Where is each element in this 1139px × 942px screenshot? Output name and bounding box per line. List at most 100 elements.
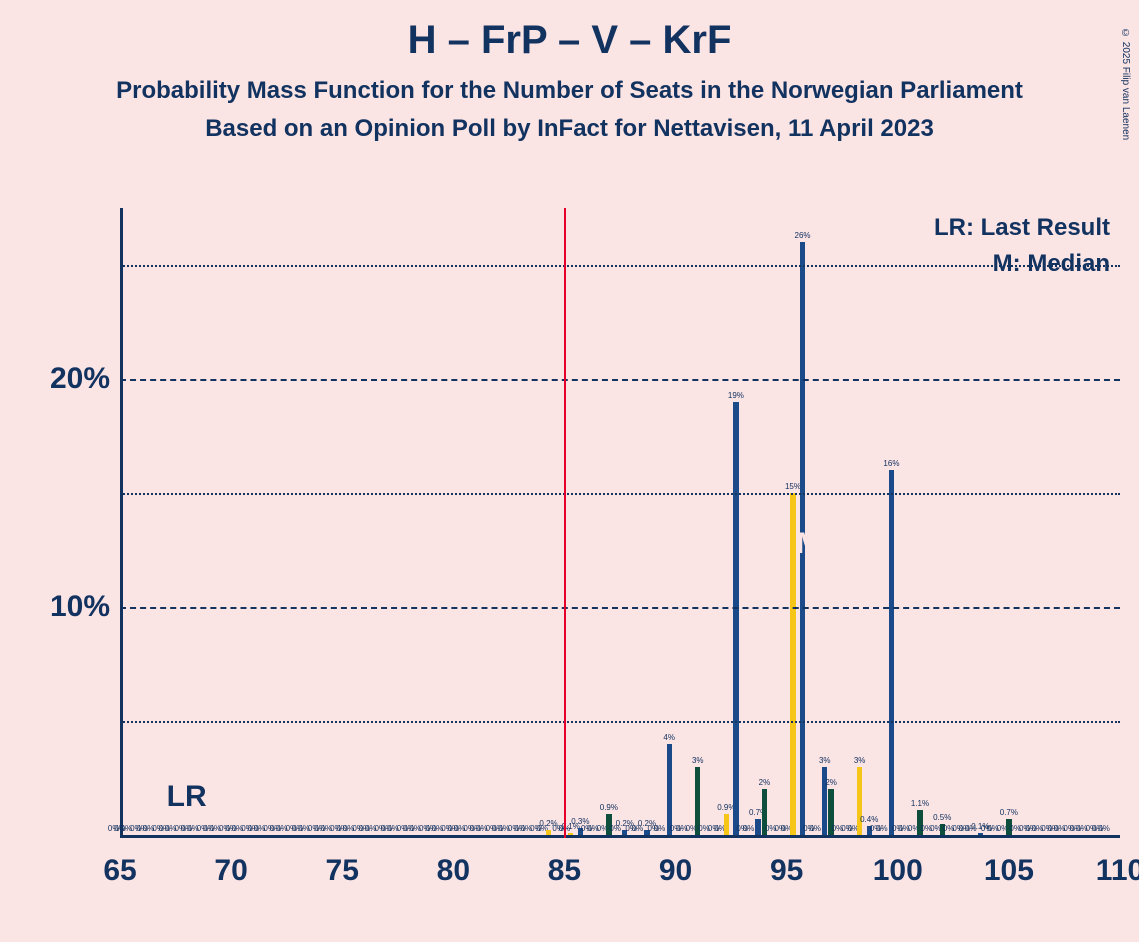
- bar: 0.7%: [755, 819, 760, 835]
- gridline-major: [120, 379, 1120, 381]
- x-axis-label: 110: [1096, 854, 1139, 888]
- bar: 19%: [733, 402, 738, 835]
- bar-slot: 0%0%0%: [1067, 208, 1085, 835]
- bar-slot: 16%0%0%: [889, 208, 907, 835]
- bar-value-label: 2%: [825, 778, 837, 787]
- bar-slot: 0%0%0%: [489, 208, 507, 835]
- bar-slot: 0.7%2%0%: [755, 208, 773, 835]
- bar-value-label: 3%: [854, 756, 866, 765]
- bar-slot: 0%0%0%: [378, 208, 396, 835]
- bar-value-label: 0%: [876, 824, 888, 833]
- bar-value-label: 1.1%: [911, 799, 929, 808]
- chart-title-main: H – FrP – V – KrF: [0, 18, 1139, 63]
- bar-slot: 0%1.1%0%: [911, 208, 929, 835]
- bar-slot: 0%0%0%: [1089, 208, 1107, 835]
- bar-value-label: 4%: [663, 733, 675, 742]
- bar-value-label: 0.7%: [1000, 808, 1018, 817]
- bar-slot: 3%2%0%: [822, 208, 840, 835]
- bar-slot: 0%0%0%: [200, 208, 218, 835]
- bar: 0.2%: [546, 830, 551, 835]
- bar-value-label: 26%: [795, 231, 811, 240]
- median-marker-label: M: [796, 527, 821, 561]
- copyright-text: © 2025 Filip van Laenen: [1120, 28, 1131, 140]
- x-axis-label: 75: [326, 854, 359, 888]
- x-axis-label: 80: [437, 854, 470, 888]
- bar-slot: 4%0%0%: [667, 208, 685, 835]
- bar-value-label: 0.5%: [933, 813, 951, 822]
- x-axis-label: 100: [873, 854, 923, 888]
- bar-container: 0%0%0%0%0%0%0%0%0%0%0%0%0%0%0%0%0%0%0%0%…: [120, 208, 1120, 835]
- bar-slot: 0%0%0%: [244, 208, 262, 835]
- bar-value-label: 0%: [1098, 824, 1110, 833]
- gridline-minor: [120, 721, 1120, 723]
- bar: 3%: [822, 767, 827, 835]
- x-axis-label: 90: [659, 854, 692, 888]
- bar-slot: 0%0%0%: [400, 208, 418, 835]
- gridline-minor: [120, 493, 1120, 495]
- bar-slot: 0%0%0%: [178, 208, 196, 835]
- bar-slot: 26%0%0%: [800, 208, 818, 835]
- bar-slot: 0%0%0%: [289, 208, 307, 835]
- bar-slot: 0%0%0%: [467, 208, 485, 835]
- bar-slot: 0%0.7%0%: [1000, 208, 1018, 835]
- bar-slot: 0%0%0%: [222, 208, 240, 835]
- bar-value-label: 3%: [819, 756, 831, 765]
- bar-slot: 0%0%0%: [422, 208, 440, 835]
- gridline-minor: [120, 265, 1120, 267]
- x-axis-label: 105: [984, 854, 1034, 888]
- bar: 0.1%: [568, 833, 573, 835]
- bar-value-label: 16%: [883, 459, 899, 468]
- bar-slot: 0%0%0%: [311, 208, 329, 835]
- bar-slot: 0%0%0%: [155, 208, 173, 835]
- bar-slot: 0%0%0%: [444, 208, 462, 835]
- bar-slot: 0.2%0%0%: [644, 208, 662, 835]
- bar: 0.1%: [978, 833, 983, 835]
- bar-slot: 0.3%0%0%: [578, 208, 596, 835]
- bar-slot: 0%0.5%0%: [933, 208, 951, 835]
- bar-slot: 0%0%0.2%: [533, 208, 551, 835]
- bar-slot: 0%0%0%: [355, 208, 373, 835]
- bar: 16%: [889, 470, 894, 835]
- bar: 4%: [667, 744, 672, 835]
- bar: 0.9%: [724, 814, 729, 835]
- bar-value-label: 0.4%: [860, 815, 878, 824]
- y-axis-label: 10%: [10, 590, 110, 624]
- x-axis-label: 70: [214, 854, 247, 888]
- x-axis-label: 65: [103, 854, 136, 888]
- bar-slot: 19%0%0%: [733, 208, 751, 835]
- bar-slot: 0%0%0%: [1044, 208, 1062, 835]
- bar-value-label: 0%: [654, 824, 666, 833]
- bar-value-label: 19%: [728, 391, 744, 400]
- bar-slot: 0%0%15%: [778, 208, 796, 835]
- x-axis-label: 85: [548, 854, 581, 888]
- bar-value-label: 0%: [743, 824, 755, 833]
- bar-value-label: 0.9%: [600, 803, 618, 812]
- bar-slot: 0%0%0%: [267, 208, 285, 835]
- x-axis-label: 95: [770, 854, 803, 888]
- bar-slot: 0%0%0%: [511, 208, 529, 835]
- bar-value-label: 0%: [809, 824, 821, 833]
- x-axis-line: [120, 835, 1120, 838]
- bar-slot: 0%0%0%: [1022, 208, 1040, 835]
- bar-slot: 0%0%0%: [955, 208, 973, 835]
- bar-slot: 0%0%0%: [111, 208, 129, 835]
- bar-slot: 0.2%0%0%: [622, 208, 640, 835]
- bar-slot: 0%0%0%: [333, 208, 351, 835]
- bar-slot: 0%0%0.9%: [711, 208, 729, 835]
- bar-slot: 0.1%0%0%: [978, 208, 996, 835]
- chart-title-sub1: Probability Mass Function for the Number…: [0, 77, 1139, 105]
- bar-value-label: 3%: [692, 756, 704, 765]
- y-axis-label: 20%: [10, 362, 110, 396]
- gridline-major: [120, 607, 1120, 609]
- bar-slot: 0%3%0%: [689, 208, 707, 835]
- chart-title-sub2: Based on an Opinion Poll by InFact for N…: [0, 115, 1139, 143]
- bar-slot: 0%0%3%: [844, 208, 862, 835]
- bar-slot: 0.4%0%0%: [867, 208, 885, 835]
- bar-value-label: 15%: [785, 482, 801, 491]
- lr-marker-label: LR: [167, 780, 207, 814]
- bar-slot: 0%0%0%: [133, 208, 151, 835]
- bar-value-label: 2%: [759, 778, 771, 787]
- bar-slot: 0%0.9%0%: [600, 208, 618, 835]
- bar: 15%: [790, 493, 795, 835]
- reference-line: [564, 208, 566, 838]
